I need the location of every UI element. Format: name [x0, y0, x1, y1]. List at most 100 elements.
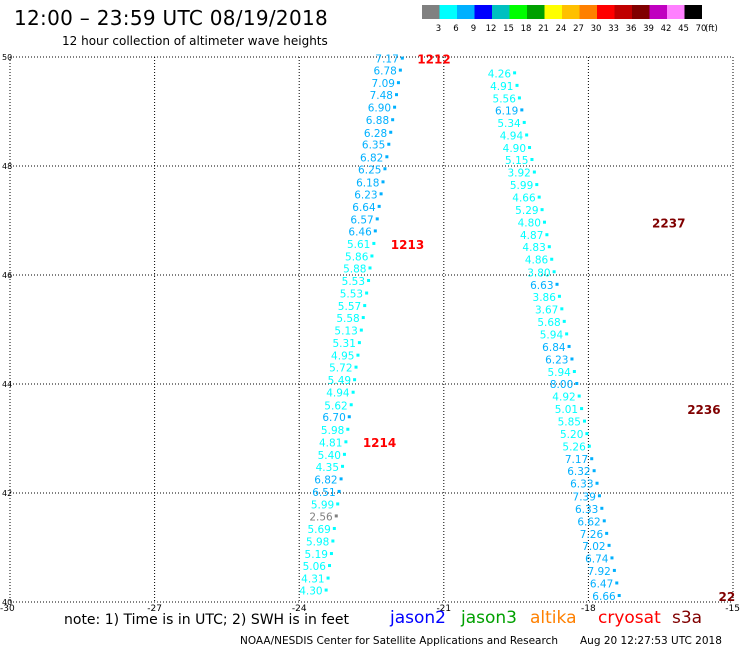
observation-dot	[328, 564, 332, 568]
swh-value: 5.15	[505, 155, 528, 167]
swh-value: 5.85	[558, 417, 581, 429]
swh-value: 4.30	[299, 586, 322, 598]
swh-value: 7.17	[565, 454, 588, 466]
observation-dot	[334, 514, 338, 518]
swh-value: 6.28	[364, 128, 387, 140]
swh-value: 6.62	[577, 516, 600, 528]
page-title: 12:00 – 23:59 UTC 08/19/2018	[14, 6, 329, 30]
swh-value: 5.99	[311, 499, 334, 511]
observation-dot	[349, 403, 353, 407]
observation-dot	[532, 170, 536, 174]
swh-value: 6.47	[590, 578, 613, 590]
swh-value: 6.33	[575, 504, 598, 516]
swh-value: 6.74	[585, 553, 609, 565]
observation-dot	[575, 382, 579, 385]
observation-dot	[610, 556, 614, 560]
latitude-tick-label: 40	[2, 598, 12, 607]
swh-value: 5.57	[338, 301, 361, 313]
observation-dot	[552, 270, 556, 274]
swh-value: 5.31	[333, 338, 356, 350]
pass-time-label: 2237	[652, 217, 685, 231]
observation-dot	[513, 71, 517, 75]
observation-dot	[351, 390, 355, 394]
swh-value: 7.26	[580, 529, 604, 541]
observation-dot	[331, 539, 335, 543]
swh-value: 5.88	[343, 263, 366, 275]
swh-value: 5.20	[560, 429, 583, 441]
pass-time-label: 22	[719, 590, 736, 604]
observation-dot	[357, 341, 361, 345]
track-s3a: 4.264.915.566.195.344.944.905.153.925.99…	[488, 68, 736, 604]
longitude-tick-label: -24	[292, 604, 307, 614]
observation-dot	[361, 316, 365, 320]
observation-dot	[336, 502, 340, 506]
colorbar-swatch	[579, 5, 597, 19]
swh-value: 4.94	[500, 130, 524, 142]
swh-value: 5.94	[540, 329, 564, 341]
latitude-tick-label: 46	[2, 271, 12, 280]
swh-value: 6.84	[542, 342, 566, 354]
swh-value: 5.69	[307, 524, 330, 536]
observation-dot	[324, 588, 328, 592]
generated-timestamp: Aug 20 12:27:53 UTC 2018	[580, 635, 722, 647]
observation-dot	[597, 494, 601, 498]
colorbar-label: 3	[436, 24, 441, 34]
swh-value: 6.63	[530, 280, 553, 292]
swh-value: 5.72	[329, 363, 352, 375]
observation-dot	[572, 370, 576, 374]
observation-dot	[547, 245, 551, 249]
observation-dot	[347, 415, 351, 419]
swh-value: 6.23	[354, 189, 377, 201]
observation-dot	[354, 365, 358, 369]
observation-dot	[395, 93, 399, 97]
colorbar-swatch	[614, 5, 632, 19]
observation-dot	[367, 278, 371, 282]
pass-time-label: 2236	[687, 403, 720, 417]
observation-dot	[612, 568, 616, 572]
swh-value: 6.82	[314, 474, 337, 486]
observation-dot	[326, 576, 330, 580]
observation-dot	[339, 477, 343, 481]
swh-value: 4.81	[319, 437, 342, 449]
swh-value: 6.23	[545, 354, 568, 366]
colorbar-swatch	[597, 5, 615, 19]
swh-value: 5.19	[305, 549, 328, 561]
colorbar-swatch	[474, 5, 492, 19]
swh-value: 5.13	[334, 326, 357, 338]
track-jason3: 7.176.787.097.486.906.886.286.356.826.25…	[299, 53, 450, 598]
swh-value: 4.35	[316, 462, 339, 474]
observation-dot	[577, 394, 581, 398]
observation-dot	[585, 432, 589, 436]
swh-value: 6.33	[570, 479, 593, 491]
colorbar-label: 36	[626, 24, 637, 34]
observation-dot	[341, 464, 345, 468]
observation-dot	[363, 304, 367, 308]
swh-value: 5.98	[321, 425, 344, 437]
observation-dot	[346, 427, 350, 431]
colorbar-label: 45	[678, 24, 689, 34]
swh-value: 3.92	[507, 168, 530, 180]
observation-dot	[391, 118, 395, 122]
swh-value: 5.86	[345, 251, 369, 263]
observation-dot	[540, 208, 544, 212]
swh-value: 6.19	[495, 105, 518, 117]
observation-dot	[368, 266, 372, 270]
longitude-tick-label: -21	[436, 604, 451, 614]
swh-value: 5.53	[342, 276, 365, 288]
observation-dot	[398, 68, 402, 72]
observation-dot	[332, 526, 336, 530]
observation-dot	[525, 133, 529, 137]
colorbar-label: 39	[643, 24, 654, 34]
observation-dot	[372, 241, 376, 245]
swh-value: 6.64	[352, 202, 376, 214]
swh-value: 5.26	[562, 442, 586, 454]
colorbar-swatch	[667, 5, 685, 19]
swh-value: 5.53	[340, 289, 363, 301]
swh-value: 6.32	[567, 466, 590, 478]
observation-dot	[567, 344, 571, 348]
observation-dot	[542, 220, 546, 224]
swh-value: 6.57	[350, 214, 373, 226]
swh-value: 6.82	[360, 152, 383, 164]
colorbar-label: 33	[608, 24, 619, 34]
observation-dot	[520, 108, 524, 112]
